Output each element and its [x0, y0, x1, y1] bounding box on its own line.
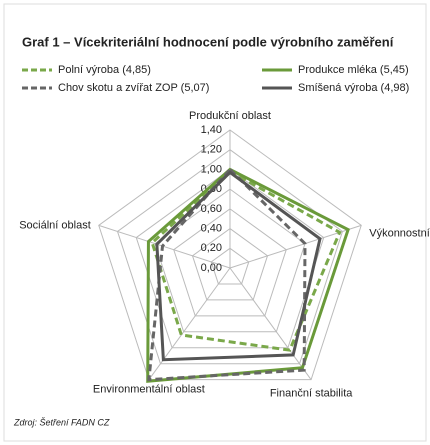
grid-ring [98, 129, 362, 381]
chart-title: Graf 1 – Vícekriteriální hodnocení podle… [22, 34, 394, 49]
r-tick-label: 0,00 [201, 262, 222, 274]
r-tick-label: 0,40 [201, 222, 222, 234]
grid-ring [210, 247, 250, 285]
legend-label: Chov skotu a zvířat ZOP (5,07) [58, 82, 209, 94]
legend-label: Produkce mléka (5,45) [298, 64, 409, 76]
series-line [147, 167, 307, 382]
r-tick-label: 0,20 [201, 242, 222, 254]
series-line [146, 167, 350, 383]
frame [3, 3, 427, 442]
legend-label: Polní výroba (4,85) [58, 64, 151, 76]
grid-ring [191, 227, 269, 301]
spoke [98, 224, 231, 269]
axis-label: Produkční oblast [189, 110, 271, 122]
series-line [155, 170, 322, 362]
series-line [150, 169, 342, 352]
r-tick-label: 0,60 [201, 203, 222, 215]
grid-ring [135, 168, 325, 349]
spoke [229, 267, 312, 380]
r-tick-label: 1,00 [201, 163, 222, 175]
grid-ring [173, 208, 287, 317]
axis-label: Výkonnostní oblast [369, 227, 430, 239]
axis-label: Finanční stabilita [270, 388, 353, 400]
legend-label: Smíšená výroba (4,98) [298, 82, 409, 94]
axis-label: Environmentální oblast [93, 384, 205, 396]
axis-label: Sociální oblast [19, 219, 91, 231]
r-tick-label: 1,40 [201, 124, 222, 136]
source-note: Zdroj: Šetření FADN CZ [13, 417, 110, 427]
r-tick-label: 1,20 [201, 144, 222, 156]
